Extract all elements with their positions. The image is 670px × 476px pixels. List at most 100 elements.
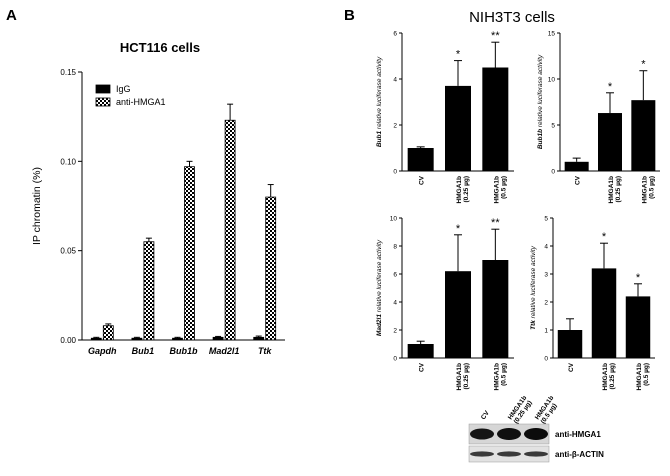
chart-b-bub1b-y-axis-gene: Bub1b bbox=[537, 129, 544, 149]
chart-b-bub1b-ytick-label: 15 bbox=[548, 31, 556, 38]
blot-lane-line: CV bbox=[480, 409, 491, 421]
chart-a-category-label: Mad2l1 bbox=[209, 346, 240, 356]
chart-b-bub1-category-line: HMGA1b bbox=[493, 176, 500, 203]
chart-b-bub1-category-label-1: HMGA1b(0.25 µg) bbox=[456, 176, 470, 203]
legend-swatch-anti-hmga1 bbox=[95, 97, 111, 107]
blot-lane-label-1: HMGA1b(0.25 µg) bbox=[507, 395, 534, 426]
blot-band-hmga1-05 bbox=[524, 428, 548, 440]
chart-b-ttk: 0 1 2 3 4 5 Ttk relative luciferase activity CV… bbox=[530, 216, 655, 390]
chart-b-ttk-category-label-0: CV bbox=[568, 362, 575, 372]
chart-b-mad2l1-ytick-label: 10 bbox=[390, 216, 398, 223]
chart-a-bar-igg-bub1b bbox=[172, 337, 183, 341]
chart-b-mad2l1-ytick-label: 2 bbox=[393, 328, 397, 335]
chart-b-mad2l1-y-axis-gene: Mad2l1 bbox=[376, 314, 383, 336]
chart-b-ttk-ytick-label: 1 bbox=[544, 328, 548, 335]
legend-swatch-igg bbox=[95, 84, 111, 94]
chart-b-mad2l1-category-line: (0.25 µg) bbox=[463, 363, 470, 390]
chart-a-bar-igg-ttk bbox=[253, 336, 265, 341]
chart-b-bub1b-category-line: HMGA1b bbox=[608, 176, 615, 203]
chart-b-mad2l1-ytick-label: 4 bbox=[393, 300, 397, 307]
blot-band-actin-025 bbox=[497, 451, 521, 457]
chart-b-bub1b-bar-1 bbox=[598, 113, 622, 171]
chart-a-ytick-label: 0.15 bbox=[60, 68, 76, 77]
chart-b-ttk-ytick-label: 5 bbox=[544, 216, 548, 223]
chart-b-bub1-category-line: HMGA1b bbox=[456, 176, 463, 203]
chart-b-ttk-significance-1: * bbox=[602, 231, 607, 243]
chart-b-bub1-y-axis-label: Bub1 relative luciferase activity bbox=[376, 56, 383, 147]
panel-label-b: B bbox=[344, 7, 355, 24]
chart-b-mad2l1-ytick-label: 8 bbox=[393, 244, 397, 251]
chart-b-ttk-bar-2 bbox=[625, 296, 651, 358]
blot-lane-label-0: CV bbox=[480, 409, 491, 421]
chart-b-bub1b-category-line: HMGA1b bbox=[641, 176, 648, 203]
chart-b-bub1-ytick-label: 2 bbox=[393, 123, 397, 130]
legend-label-anti-hmga1: anti-HMGA1 bbox=[116, 97, 166, 107]
western-blot: CV HMGA1b(0.25 µg) HMGA1b(0.5 µg) anti-HMG… bbox=[468, 395, 604, 463]
chart-b-ttk-category-line: CV bbox=[568, 362, 575, 372]
chart-b-ttk-ytick-label: 3 bbox=[544, 272, 548, 279]
chart-b-bub1b-category-label-2: HMGA1b(0.5 µg) bbox=[641, 176, 655, 203]
chart-b-bub1b-bar-0 bbox=[564, 161, 589, 171]
chart-b-mad2l1: 0 2 4 6 8 10 Mad2l1 relative luciferase activi… bbox=[376, 216, 514, 390]
chart-b-mad2l1-bar-1 bbox=[445, 271, 471, 358]
chart-b-ttk-category-label-2: HMGA1b(0.5 µg) bbox=[636, 363, 650, 390]
chart-b-mad2l1-category-line: HMGA1b bbox=[493, 363, 500, 390]
chart-b-bub1-y-axis-rest: relative luciferase activity bbox=[376, 56, 383, 131]
chart-b-ttk-significance-2: * bbox=[636, 272, 641, 284]
chart-b-bub1-bar-0 bbox=[407, 148, 434, 171]
chart-b-mad2l1-bar-2 bbox=[482, 260, 509, 358]
blot-lane-label-2: HMGA1b(0.5 µg) bbox=[534, 395, 561, 426]
chart-b-bub1b-y-axis-rest: relative luciferase activity bbox=[537, 54, 544, 129]
chart-b-bub1-ytick-label: 6 bbox=[393, 31, 397, 38]
chart-b-mad2l1-category-label-2: HMGA1b(0.5 µg) bbox=[493, 363, 507, 390]
chart-b-mad2l1-category-label-1: HMGA1b(0.25 µg) bbox=[456, 363, 470, 390]
chart-b-ttk-category-label-1: HMGA1b(0.25 µg) bbox=[602, 363, 616, 390]
chart-b-bub1b-category-line: (0.25 µg) bbox=[615, 176, 622, 203]
chart-b-ttk-ytick-label: 2 bbox=[544, 300, 548, 307]
chart-a-bar-igg-bub1 bbox=[131, 337, 143, 341]
chart-b-bub1-category-label-0: CV bbox=[419, 175, 426, 185]
blot-row-label-hmga1: anti-HMGA1 bbox=[555, 430, 601, 439]
legend-label-igg: IgG bbox=[116, 84, 131, 94]
chart-b-bub1-ytick-label: 4 bbox=[393, 77, 397, 84]
chart-b-ttk-y-axis-rest: relative luciferase activity bbox=[530, 245, 537, 320]
chart-a-category-label: Ttk bbox=[258, 346, 272, 356]
chart-b-bub1-bar-1 bbox=[445, 85, 471, 171]
chart-b-bub1: 0 2 4 6 Bub1 relative luciferase activity CV *… bbox=[376, 30, 514, 203]
chart-b-ttk-ytick-label: 4 bbox=[544, 244, 548, 251]
chart-a-y-axis-label: IP chromatin (%) bbox=[31, 167, 43, 245]
chart-b-bub1-ytick-label: 0 bbox=[393, 169, 397, 176]
chart-b-bub1b-category-line: CV bbox=[575, 175, 582, 185]
chart-b-bub1-category-label-2: HMGA1b(0.5 µg) bbox=[493, 176, 507, 203]
chart-b-mad2l1-bar-0 bbox=[407, 344, 434, 358]
chart-b-ttk-bar-1 bbox=[591, 268, 617, 358]
chart-b-ttk-category-line: HMGA1b bbox=[602, 363, 609, 390]
chart-a-ytick-label: 0.10 bbox=[60, 157, 76, 166]
chart-a-bar-anti-hmga1-mad2l1 bbox=[224, 119, 236, 341]
chart-b-ttk-category-line: HMGA1b bbox=[636, 363, 643, 390]
chart-b-mad2l1-category-label-0: CV bbox=[419, 362, 426, 372]
chart-a-bar-anti-hmga1-gapdh bbox=[102, 325, 114, 341]
chart-b-mad2l1-significance-1: * bbox=[456, 223, 461, 235]
chart-a-category-label: Bub1b bbox=[170, 346, 199, 356]
chart-b-mad2l1-ytick-label: 6 bbox=[393, 272, 397, 279]
chart-b-bub1-bar-2 bbox=[482, 67, 509, 171]
chart-b-bub1-significance-1: * bbox=[456, 49, 461, 61]
chart-b-bub1b: 0 5 10 15 Bub1b relative luciferase activity… bbox=[537, 31, 660, 203]
chart-b-bub1b-significance-2: * bbox=[641, 59, 646, 71]
chart-b-mad2l1-significance-2: ** bbox=[491, 217, 500, 229]
chart-a-title: HCT116 cells bbox=[120, 40, 200, 55]
chart-b-bub1b-bar-2 bbox=[631, 100, 656, 171]
chart-b-ttk-category-line: (0.25 µg) bbox=[609, 363, 616, 390]
chart-b-mad2l1-category-line: (0.5 µg) bbox=[500, 363, 507, 386]
chart-b-bub1b-category-line: (0.5 µg) bbox=[648, 176, 655, 199]
chart-b-bub1-y-axis-gene: Bub1 bbox=[376, 131, 383, 148]
chart-b-bub1b-significance-1: * bbox=[608, 81, 613, 93]
chart-b-ttk-ytick-label: 0 bbox=[544, 356, 548, 363]
chart-b-bub1b-category-label-0: CV bbox=[575, 175, 582, 185]
chart-a-category-label: Bub1 bbox=[132, 346, 155, 356]
western-blot-lane-labels: CV HMGA1b(0.25 µg) HMGA1b(0.5 µg) bbox=[480, 395, 561, 426]
chart-a-bar-igg-mad2l1 bbox=[212, 336, 224, 341]
chart-b-ttk-y-axis-gene: Ttk bbox=[530, 320, 537, 330]
chart-b-ttk-y-axis-label: Ttk relative luciferase activity bbox=[530, 245, 537, 330]
